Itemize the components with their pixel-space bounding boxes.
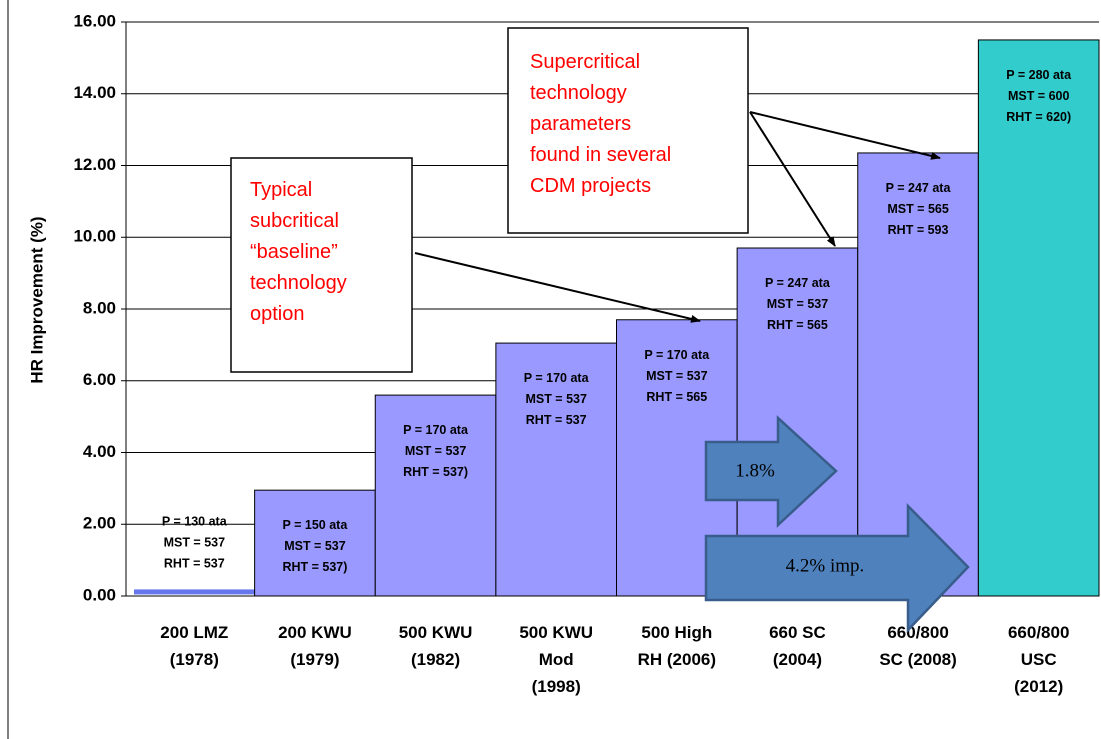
y-tick-label: 10.00 — [73, 227, 116, 246]
pointer-arrow — [749, 111, 836, 247]
pointer-arrow — [749, 111, 941, 160]
y-tick-label: 6.00 — [83, 370, 116, 389]
pointer-arrow — [414, 252, 701, 323]
bar-label: P = 170 ata MST = 537 RHT = 537) — [403, 423, 469, 479]
x-tick-label: 660/800 SC (2008) — [879, 623, 956, 669]
x-tick-label: 500 KWU Mod (1998) — [519, 623, 593, 696]
arrow-text: 1.8% — [735, 460, 775, 481]
y-tick-label: 12.00 — [73, 155, 116, 174]
x-tick-label: 200 KWU (1979) — [278, 623, 352, 669]
bar-label: P = 170 ata MST = 537 RHT = 565 — [644, 348, 710, 404]
bar-label: P = 280 ata MST = 600 RHT = 620) — [1006, 68, 1072, 124]
callout-box — [230, 157, 413, 373]
bar — [254, 489, 376, 597]
y-tick-label: 4.00 — [83, 442, 116, 461]
callout-text: Supercritical technology parameters found i… — [530, 51, 671, 197]
bar-label: P = 247 ata MST = 565 RHT = 593 — [886, 181, 952, 237]
bar-label: P = 150 ata MST = 537 RHT = 537) — [282, 518, 348, 574]
bar — [495, 342, 617, 597]
block-arrow — [704, 502, 970, 634]
y-tick-label: 0.00 — [83, 585, 116, 604]
y-tick-label: 16.00 — [73, 11, 116, 30]
x-tick-label: 660/800 USC (2012) — [1008, 623, 1069, 696]
x-tick-label: 200 LMZ (1978) — [160, 623, 228, 669]
bar — [977, 39, 1100, 597]
callout-text: Typical subcritical “baseline” technology op… — [250, 179, 347, 325]
arrow-text: 4.2% imp. — [786, 555, 865, 576]
y-tick-label: 14.00 — [73, 83, 116, 102]
x-tick-label: 500 KWU (1982) — [399, 623, 473, 669]
y-axis-label: HR Improvement (%) — [27, 216, 46, 383]
y-tick-label: 2.00 — [83, 514, 116, 533]
callout-box — [507, 27, 749, 234]
bar-label: P = 130 ata MST = 537 RHT = 537 — [162, 515, 228, 571]
bar — [374, 394, 497, 597]
bar-label: P = 247 ata MST = 537 RHT = 565 — [765, 276, 831, 332]
block-arrow — [704, 415, 838, 528]
y-tick-label: 8.00 — [83, 298, 116, 317]
bar — [134, 589, 255, 595]
x-tick-label: 660 SC (2004) — [769, 623, 826, 669]
bar-label: P = 170 ata MST = 537 RHT = 537 — [524, 371, 590, 427]
x-tick-label: 500 High RH (2006) — [638, 623, 716, 669]
